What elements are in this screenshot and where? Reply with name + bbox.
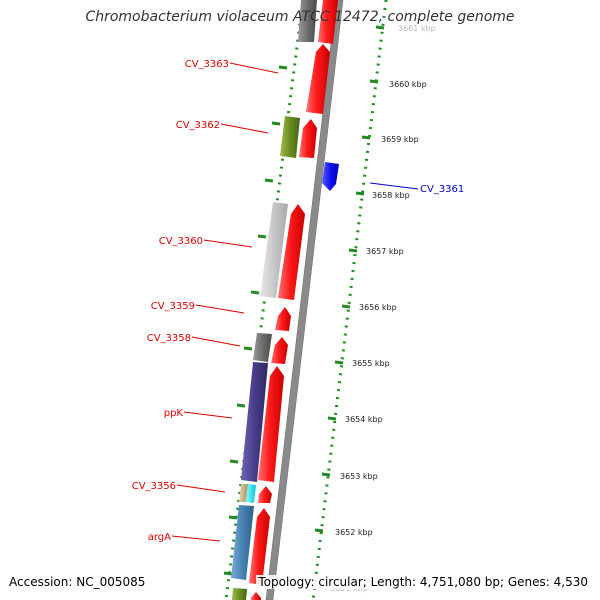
gene-label[interactable]: CV_3359 — [151, 301, 195, 312]
gene-label[interactable]: CV_3356 — [132, 481, 176, 492]
gene-arrow — [249, 508, 270, 585]
gene-block-cv3360 — [260, 202, 288, 298]
accession-label: Accession: NC_005085 — [9, 575, 146, 589]
gene-block-cv3364 — [298, 0, 317, 42]
gene-block-cv3356-cyan — [246, 484, 256, 503]
genome-backbone — [265, 0, 344, 600]
outer-major-ticks — [223, 65, 288, 576]
gene-arrow — [318, 0, 338, 44]
gene-arrow — [275, 307, 291, 331]
gene-arrow — [258, 366, 284, 482]
scale-label: 3655 kbp — [352, 359, 390, 368]
scale-label: 3659 kbp — [381, 135, 419, 144]
scale-label: 3652 kbp — [335, 528, 373, 537]
gene-labels: CV_3363 CV_3362 CV_3361 CV_3360 CV_3359 … — [132, 59, 465, 543]
forward-strand-genes — [249, 0, 339, 600]
topology-label: Topology: circular; Length: 4,751,080 bp… — [256, 575, 590, 589]
map-title: Chromobacterium violaceum ATCC 12472, co… — [85, 9, 515, 25]
gene-label[interactable]: CV_3362 — [176, 120, 220, 131]
gene-label[interactable]: CV_3361 — [420, 184, 464, 195]
scale-label: 3661 kbp — [398, 24, 436, 33]
gene-block-arga — [231, 505, 254, 580]
gene-block-cv3356-tan — [239, 484, 248, 502]
outer-tick-guide — [224, 0, 305, 600]
gene-block-ppk — [241, 362, 268, 482]
gene-arrow-reverse — [322, 162, 339, 191]
inner-major-ticks — [314, 25, 385, 533]
gene-arrow — [271, 337, 288, 364]
gene-arrow — [306, 44, 330, 114]
gene-label[interactable]: argA — [148, 532, 171, 543]
gene-arrow — [278, 204, 305, 300]
scale-label: 3657 kbp — [366, 247, 404, 256]
gene-label[interactable]: CV_3360 — [159, 236, 203, 247]
scale-labels: 3661 kbp 3660 kbp 3659 kbp 3658 kbp 3657… — [330, 24, 436, 593]
gene-label[interactable]: ppK — [164, 408, 184, 419]
scale-label: 3660 kbp — [389, 80, 427, 89]
gene-arrow — [251, 592, 261, 600]
gene-block-bottom-olive — [232, 588, 247, 600]
scale-label: 3658 kbp — [372, 191, 410, 200]
scale-label: 3656 kbp — [359, 303, 397, 312]
gene-block-cv3358 — [253, 333, 272, 362]
label-leader-lines — [171, 62, 419, 542]
gene-arrow — [299, 119, 317, 158]
scale-label: 3653 kbp — [340, 472, 378, 481]
scale-label: 3654 kbp — [345, 415, 383, 424]
reverse-strand-genes — [231, 0, 317, 600]
gene-label[interactable]: CV_3363 — [185, 59, 229, 70]
gene-arrow — [258, 486, 272, 503]
gene-label[interactable]: CV_3358 — [147, 333, 191, 344]
gene-block-cv3362 — [280, 116, 300, 158]
